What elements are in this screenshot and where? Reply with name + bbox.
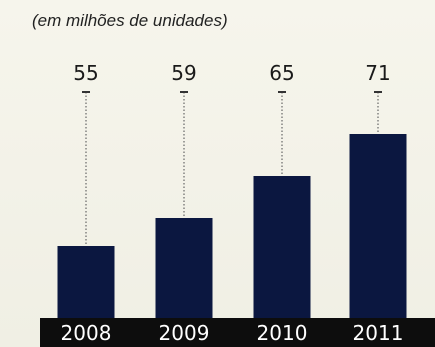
x-axis-band bbox=[40, 318, 435, 347]
chart-subtitle: (em milhões de unidades) bbox=[32, 11, 228, 30]
data-label-2009: 59 bbox=[171, 61, 196, 85]
data-label-2008: 55 bbox=[73, 61, 98, 85]
x-tick-label-2011: 2011 bbox=[353, 321, 404, 345]
bar-2011 bbox=[349, 134, 407, 318]
bars-layer bbox=[57, 91, 407, 318]
x-tick-label-2008: 2008 bbox=[61, 321, 112, 345]
labels-layer: 55 2008 59 2009 65 2010 71 2011 bbox=[61, 61, 404, 345]
data-label-2011: 71 bbox=[365, 61, 390, 85]
x-tick-label-2010: 2010 bbox=[257, 321, 308, 345]
data-label-2010: 65 bbox=[269, 61, 294, 85]
bar-2010 bbox=[253, 176, 311, 318]
bar-2009 bbox=[155, 218, 213, 318]
x-tick-label-2009: 2009 bbox=[159, 321, 210, 345]
bar-2008 bbox=[57, 246, 115, 318]
